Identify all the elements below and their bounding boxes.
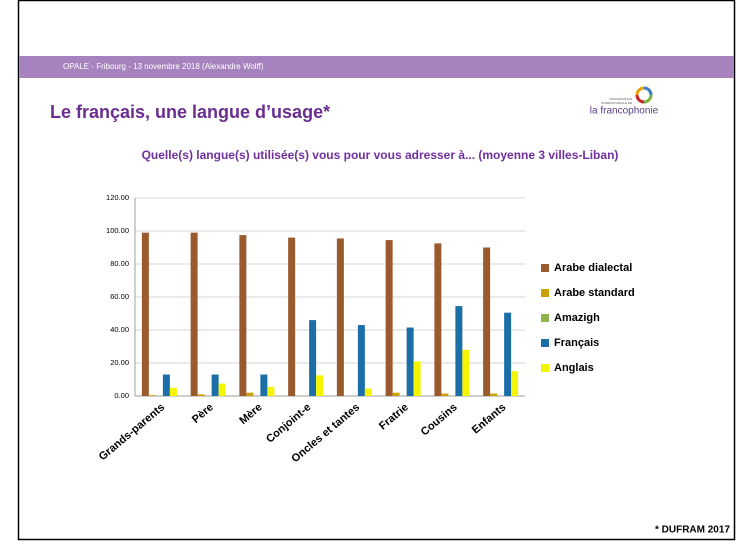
bar (504, 312, 512, 396)
y-tick-label: 0.00 (114, 391, 129, 400)
bar (364, 388, 372, 396)
logo-ring-part (643, 86, 653, 96)
bar (462, 349, 470, 396)
legend-swatch (541, 364, 549, 372)
logo-ring-part (643, 94, 653, 104)
chart-title: Quelle(s) langue(s) utilisée(s) vous pou… (142, 148, 619, 162)
bar (406, 327, 414, 396)
bar (413, 361, 421, 396)
bar (490, 393, 498, 396)
legend-label: Arabe dialectal (554, 262, 632, 274)
bar (246, 392, 254, 396)
bar (316, 375, 324, 396)
legend-swatch (541, 339, 549, 347)
footnote: * DUFRAM 2017 (655, 525, 730, 536)
bar (218, 383, 226, 396)
y-tick-label: 120.00 (106, 193, 129, 202)
bar (483, 247, 491, 396)
bar (211, 374, 219, 396)
y-tick-label: 20.00 (110, 358, 129, 367)
bar (336, 238, 344, 396)
bar (455, 306, 463, 396)
y-tick-label: 80.00 (110, 259, 129, 268)
bar (169, 387, 177, 396)
bar (239, 235, 247, 396)
bar (260, 374, 268, 396)
y-tick-label: 60.00 (110, 292, 129, 301)
bar (441, 393, 449, 396)
logo-line: ORGANISATION (609, 97, 632, 101)
bar (267, 386, 275, 396)
bar (511, 371, 519, 396)
legend-label: Français (554, 337, 599, 349)
bar (141, 232, 149, 396)
header-text: OPALE - Fribourg - 13 novembre 2018 (Ale… (63, 62, 264, 71)
bar (385, 240, 393, 396)
slide-title: Le français, une langue d’usage* (50, 102, 330, 122)
slide-frame (17, 0, 736, 541)
legend-label: Amazigh (554, 312, 600, 324)
legend-swatch (541, 264, 549, 272)
bar (190, 232, 198, 396)
logo: ORGANISATION INTERNATIONALE DE la franco… (590, 86, 659, 117)
y-tick-label: 100.00 (106, 226, 129, 235)
legend-label: Arabe standard (554, 287, 635, 299)
y-tick-label: 40.00 (110, 325, 129, 334)
header-band (19, 56, 734, 78)
legend-swatch (541, 289, 549, 297)
legend-swatch (541, 314, 549, 322)
bar (148, 395, 156, 396)
logo-name: la francophonie (590, 106, 659, 117)
logo-ring-part (635, 94, 645, 104)
bar (434, 243, 442, 396)
bar (357, 325, 365, 396)
bar (197, 394, 205, 396)
legend-label: Anglais (554, 362, 594, 374)
bar (309, 320, 317, 396)
logo-line: INTERNATIONALE DE (601, 101, 632, 105)
bar (392, 392, 400, 396)
bar (162, 374, 170, 396)
bar (288, 237, 296, 396)
